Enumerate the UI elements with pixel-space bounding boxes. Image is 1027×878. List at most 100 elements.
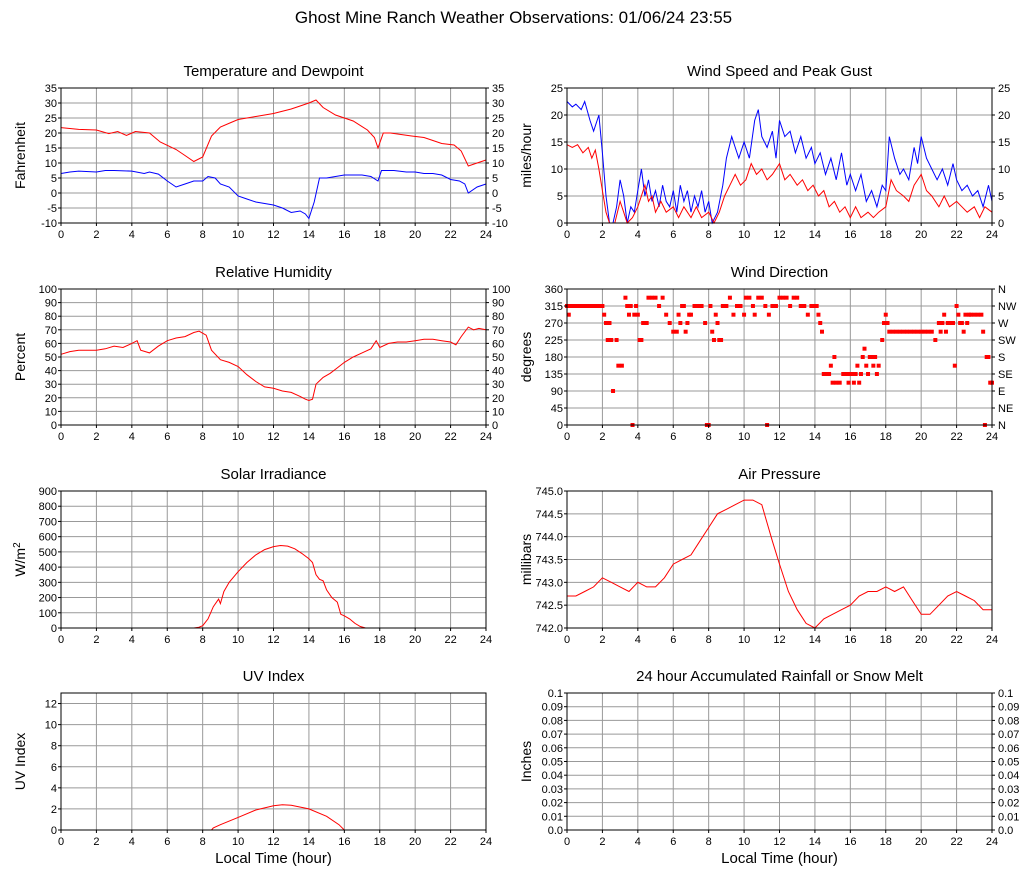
relative-humidity-right-tick-label: 90 xyxy=(492,298,504,310)
wind-direction-point xyxy=(943,329,948,334)
temperature-dewpoint-ytick-label: 10 xyxy=(45,158,57,170)
wind-direction-point xyxy=(747,295,752,300)
relative-humidity-right-tick-label: 30 xyxy=(492,379,504,391)
wind-speed-gust-xtick-label: 4 xyxy=(635,229,641,241)
rainfall-ytick-label: 0.02 xyxy=(542,798,563,810)
wind-direction-point xyxy=(600,304,605,308)
wind-direction-point xyxy=(809,304,814,308)
uv-index-ytick-label: 4 xyxy=(51,783,57,795)
uv-index-xtick-label: 6 xyxy=(164,836,170,848)
wind-direction-point xyxy=(798,304,803,308)
wind-direction-point xyxy=(908,329,913,334)
wind-direction-point xyxy=(874,372,879,376)
page-title: Ghost Mine Ranch Weather Observations: 0… xyxy=(294,8,733,27)
rainfall-xtick-label: 6 xyxy=(670,836,676,848)
wind-direction-point xyxy=(750,304,755,308)
rainfall-right-tick-label: 0.05 xyxy=(998,757,1019,769)
relative-humidity-right-tick-label: 40 xyxy=(492,366,504,378)
wind-direction-point xyxy=(814,304,819,308)
wind-direction-point xyxy=(915,329,920,334)
wind-speed-gust-xtick-label: 22 xyxy=(950,229,962,241)
wind-direction-point xyxy=(619,363,624,368)
wind-direction-point xyxy=(708,304,713,308)
wind-direction-point xyxy=(605,338,610,342)
wind-direction-point xyxy=(844,372,849,376)
wind-direction-xtick-label: 10 xyxy=(738,431,750,443)
wind-direction-xtick-label: 14 xyxy=(809,431,821,443)
wind-direction-point xyxy=(568,304,573,308)
wind-direction-point xyxy=(788,304,793,308)
uv-index-xtick-label: 10 xyxy=(232,836,244,848)
wind-direction-point xyxy=(603,321,608,325)
wind-direction-xtick-label: 8 xyxy=(706,431,712,443)
rainfall-title: 24 hour Accumulated Rainfall or Snow Mel… xyxy=(636,668,924,685)
relative-humidity-xtick-label: 6 xyxy=(164,431,170,443)
uv-index-series-line xyxy=(61,804,486,831)
relative-humidity-ylabel: Percent xyxy=(12,333,28,381)
relative-humidity-xtick-label: 2 xyxy=(93,431,99,443)
temperature-dewpoint-right-tick-label: 15 xyxy=(492,143,504,155)
solar-irradiance-ytick-label: 300 xyxy=(39,577,57,589)
relative-humidity-xtick-label: 24 xyxy=(480,431,492,443)
wind-direction-point xyxy=(579,304,584,308)
wind-direction-point xyxy=(777,295,782,300)
air-pressure-xtick-label: 24 xyxy=(986,634,998,646)
rainfall-xtick-label: 12 xyxy=(773,836,785,848)
wind-direction-point xyxy=(766,312,771,317)
rainfall-right-tick-label: 0.0 xyxy=(998,825,1013,837)
wind-direction-point xyxy=(952,363,957,368)
wind-direction-point xyxy=(756,295,761,300)
solar-irradiance-xtick-label: 22 xyxy=(444,634,456,646)
relative-humidity-ytick-label: 50 xyxy=(45,352,57,364)
wind-direction-point xyxy=(954,304,959,308)
wind-direction-point xyxy=(731,312,736,317)
temperature-dewpoint-right-tick-label: 10 xyxy=(492,158,504,170)
temperature-dewpoint-title: Temperature and Dewpoint xyxy=(183,63,364,80)
wind-speed-gust-xtick-label: 18 xyxy=(880,229,892,241)
rainfall-right-tick-label: 0.01 xyxy=(998,811,1019,823)
wind-direction-point xyxy=(650,295,654,300)
wind-direction-point xyxy=(885,321,890,325)
wind-direction-point xyxy=(773,304,778,308)
rainfall-right-tick-label: 0.09 xyxy=(998,702,1019,714)
wind-direction-ytick-label: 45 xyxy=(551,403,563,415)
uv-index-xtick-label: 12 xyxy=(267,836,279,848)
wind-direction-xtick-label: 12 xyxy=(773,431,785,443)
wind-direction-point xyxy=(664,312,669,317)
rainfall-xtick-label: 2 xyxy=(599,836,605,848)
solar-irradiance-ytick-label: 700 xyxy=(39,516,57,528)
air-pressure-xtick-label: 20 xyxy=(915,634,927,646)
wind-speed-gust-xtick-label: 12 xyxy=(773,229,785,241)
wind-direction-point xyxy=(593,304,598,308)
air-pressure-xtick-label: 2 xyxy=(599,634,605,646)
temperature-dewpoint-series-line xyxy=(60,99,487,167)
wind-direction-point xyxy=(713,312,718,317)
uv-index-ytick-label: 12 xyxy=(45,699,57,711)
relative-humidity-right-tick-label: 10 xyxy=(492,406,504,418)
solar-irradiance-ylabel-superscript: 2 xyxy=(12,542,23,548)
wind-direction-point xyxy=(830,380,835,385)
temperature-dewpoint-right-tick-label: 35 xyxy=(492,83,504,95)
relative-humidity-ytick-label: 60 xyxy=(45,338,57,350)
rainfall-xtick-label: 10 xyxy=(738,836,750,848)
wind-speed-gust-right-tick-label: 0 xyxy=(998,218,1004,230)
wind-speed-gust-xtick-label: 14 xyxy=(809,229,821,241)
wind-direction-point xyxy=(759,295,764,300)
wind-direction-point xyxy=(837,380,842,385)
wind-direction-point xyxy=(657,304,662,308)
wind-direction-point xyxy=(876,363,881,368)
wind-direction-xtick-label: 6 xyxy=(670,431,676,443)
wind-direction-right-tick-label: E xyxy=(998,386,1005,398)
relative-humidity-xtick-label: 20 xyxy=(409,431,421,443)
wind-direction-point xyxy=(639,338,644,342)
relative-humidity-right-tick-label: 70 xyxy=(492,325,504,337)
wind-direction-point xyxy=(596,304,601,308)
wind-direction-point xyxy=(646,295,651,300)
wind-direction-ytick-label: 315 xyxy=(545,301,563,313)
wind-direction-point xyxy=(890,329,895,334)
solar-irradiance-xtick-label: 10 xyxy=(232,634,244,646)
rainfall-xtick-label: 14 xyxy=(809,836,821,848)
wind-direction-point xyxy=(933,338,938,342)
solar-irradiance-ytick-label: 600 xyxy=(39,532,57,544)
solar-irradiance-ytick-label: 400 xyxy=(39,562,57,574)
